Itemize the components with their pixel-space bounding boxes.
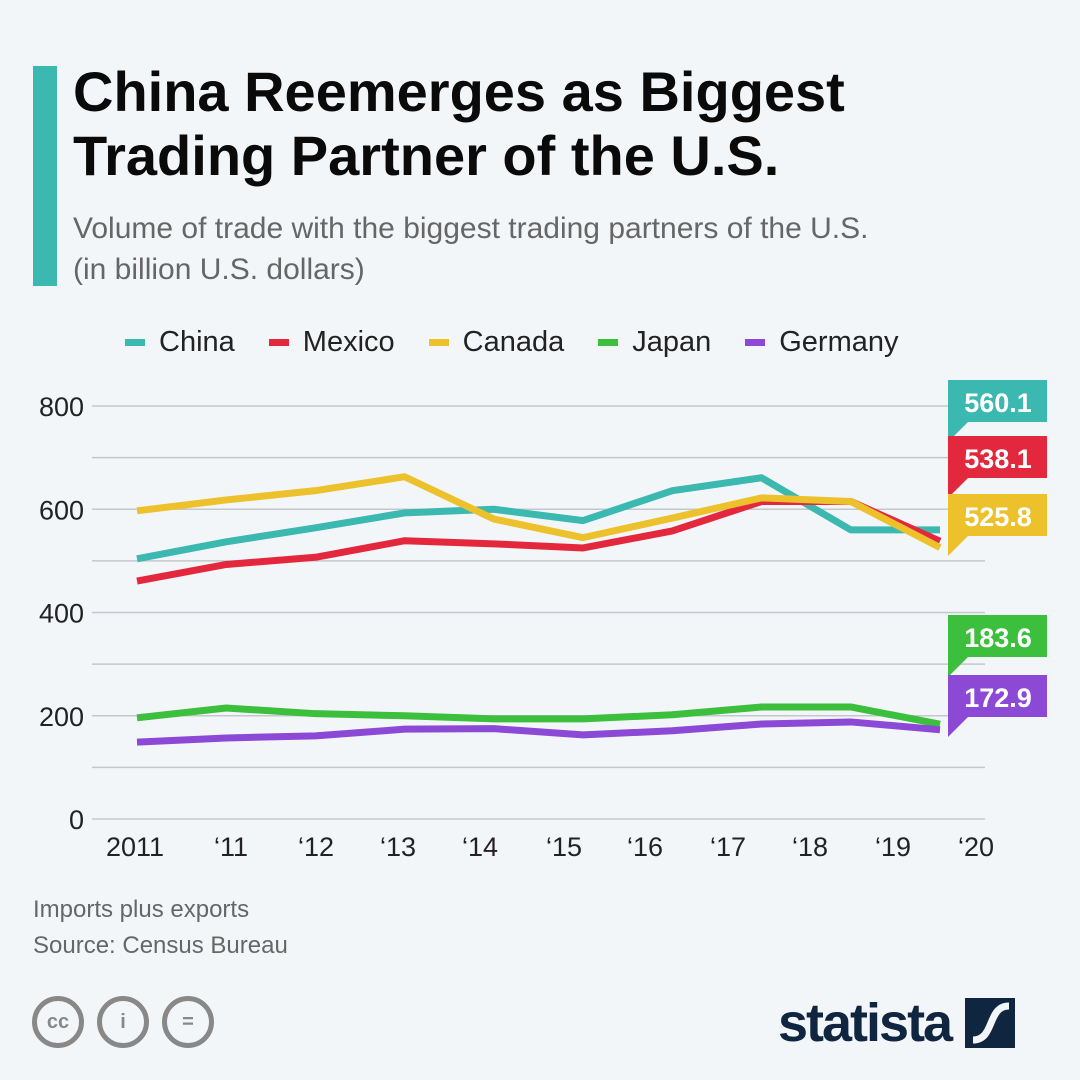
- y-tick-label: 200: [39, 702, 84, 732]
- series-line-japan: [136, 703, 941, 728]
- legend-item-canada: Canada: [428, 326, 565, 359]
- x-tick-label: ‘20: [958, 832, 994, 862]
- x-tick-label: 2011: [106, 832, 164, 862]
- x-tick-label: ‘14: [462, 832, 498, 862]
- legend-label: Mexico: [302, 326, 395, 358]
- notes: Imports plus exports Source: Census Bure…: [33, 892, 288, 964]
- legend-label: Japan: [632, 326, 712, 358]
- x-tick-label: ‘13: [380, 832, 416, 862]
- end-label-box-china: [948, 380, 1047, 442]
- attribution-icon[interactable]: i: [97, 996, 149, 1048]
- no-derivatives-icon[interactable]: =: [162, 996, 214, 1048]
- y-tick-label: 800: [39, 392, 84, 422]
- x-tick-label: ‘17: [710, 832, 746, 862]
- end-label-box-mexico: [948, 436, 1047, 498]
- cc-icon[interactable]: cc: [32, 996, 84, 1048]
- statista-logo[interactable]: statista: [778, 992, 1016, 1054]
- legend-item-japan: Japan: [598, 326, 711, 359]
- end-label-box-japan: [948, 615, 1047, 677]
- end-label-japan: 183.6: [964, 623, 1032, 653]
- legend-item-china: China: [125, 326, 235, 359]
- source-text: Source: Census Bureau: [33, 932, 288, 959]
- legend-swatch: [745, 339, 766, 346]
- legend-swatch: [268, 339, 289, 346]
- end-label-box-germany: [948, 675, 1047, 737]
- end-label-canada: 525.8: [964, 502, 1032, 532]
- end-label-germany: 172.9: [964, 683, 1032, 713]
- legend-label: Canada: [462, 326, 565, 358]
- x-tick-label: ‘18: [792, 832, 828, 862]
- legend-label: Germany: [779, 326, 899, 358]
- legend-swatch: [125, 339, 145, 346]
- end-label-mexico: 538.1: [964, 444, 1032, 474]
- x-tick-label: ‘12: [298, 832, 334, 862]
- x-tick-label: ‘19: [875, 832, 911, 862]
- x-tick-label: ‘15: [546, 832, 582, 862]
- note-text: Imports plus exports: [33, 896, 250, 923]
- legend-item-mexico: Mexico: [268, 326, 395, 359]
- title-accent-bar: [33, 66, 57, 286]
- y-tick-label: 400: [39, 599, 84, 629]
- brand-name: statista: [778, 993, 953, 1053]
- y-tick-label: 600: [39, 495, 84, 525]
- legend: China Mexico Canada Japan Germany: [125, 326, 933, 359]
- chart-subtitle: Volume of trade with the biggest trading…: [73, 212, 869, 286]
- license-icons: cc i =: [32, 996, 214, 1048]
- chart-header: China Reemerges as Biggest Trading Partn…: [73, 60, 1063, 290]
- x-tick-label: ‘16: [627, 832, 663, 862]
- chart-title: China Reemerges as Biggest Trading Partn…: [73, 60, 845, 187]
- end-label-china: 560.1: [964, 388, 1032, 418]
- end-label-box-canada: [948, 494, 1047, 556]
- legend-item-germany: Germany: [745, 326, 899, 359]
- legend-label: China: [159, 326, 235, 358]
- series-line-canada: [136, 473, 942, 551]
- y-tick-label: 0: [69, 805, 84, 835]
- statista-mark-icon: [965, 998, 1016, 1048]
- series-line-germany: [136, 718, 941, 746]
- legend-swatch: [598, 339, 619, 346]
- legend-swatch: [428, 339, 449, 346]
- x-tick-label: ‘11: [214, 832, 248, 862]
